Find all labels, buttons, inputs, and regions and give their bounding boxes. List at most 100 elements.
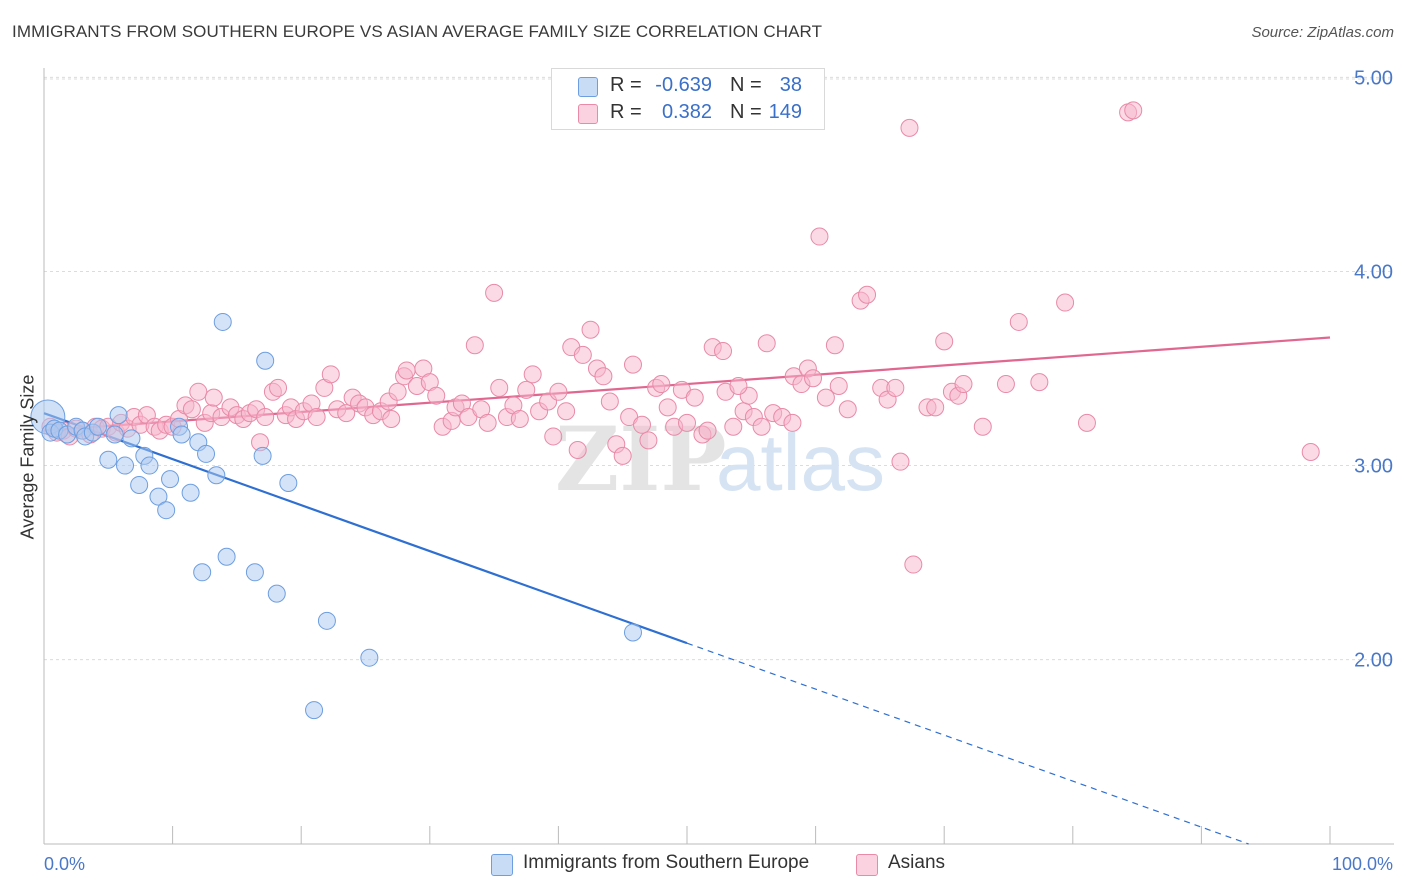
point-pink [678, 413, 696, 432]
point-pink [783, 413, 802, 432]
point-pink [427, 386, 446, 405]
point-pink [549, 382, 568, 401]
point-blue [99, 450, 118, 469]
series-legend: Immigrants from Southern Europe Asians [0, 852, 1406, 878]
point-blue [267, 584, 286, 603]
point-blue [217, 547, 236, 566]
point-blue [213, 312, 232, 331]
x-tick-label: 100.0% [1332, 854, 1393, 874]
n-label: N = [730, 101, 762, 123]
point-pink [724, 417, 743, 436]
point-pink [623, 355, 642, 374]
point-pink [658, 398, 677, 417]
point-pink [973, 417, 992, 436]
point-pink [1077, 413, 1096, 432]
point-pink [490, 378, 509, 397]
point-blue [149, 487, 168, 506]
point-blue [116, 456, 135, 475]
r-value: 0.382 [661, 101, 712, 123]
stats-legend-row-blue: R = -0.639 N = 38 [552, 74, 824, 100]
point-pink [581, 320, 600, 339]
point-pink [698, 421, 717, 440]
point-blue [140, 456, 159, 475]
source-label: Source: ZipAtlas.com [1251, 24, 1394, 41]
point-pink [613, 446, 632, 465]
point-blue [105, 425, 124, 444]
y-tick-label: 2.00 [1354, 650, 1393, 672]
n-value: 149 [768, 101, 802, 123]
point-blue [317, 611, 336, 630]
point-pink [757, 334, 776, 353]
point-pink [465, 336, 484, 355]
y-tick-label: 5.00 [1354, 67, 1393, 89]
point-pink [204, 388, 223, 407]
point-pink [804, 369, 823, 388]
point-pink [568, 441, 587, 460]
legend-label: Asians [888, 852, 946, 873]
legend-swatch-pink [578, 104, 598, 124]
point-blue [623, 623, 642, 642]
point-blue [89, 417, 108, 436]
r-label: R = [610, 101, 642, 123]
stats-legend: R = -0.639 N = 38 R = 0.382 N = 149 [551, 68, 825, 130]
point-pink [182, 400, 201, 419]
point-blue [360, 648, 379, 667]
point-pink [996, 375, 1015, 394]
point-pink [1124, 101, 1143, 120]
chart-title: IMMIGRANTS FROM SOUTHERN EUROPE VS ASIAN… [12, 22, 823, 41]
point-pink [1301, 442, 1320, 461]
point-pink [478, 413, 497, 432]
point-blue [193, 563, 212, 582]
point-blue [122, 429, 141, 448]
y-tick-label: 4.00 [1354, 261, 1393, 283]
point-pink [321, 365, 340, 384]
point-pink [858, 285, 877, 304]
point-pink [388, 382, 407, 401]
stats-legend-row-pink: R = 0.382 N = 149 [552, 101, 824, 127]
point-pink [904, 555, 923, 574]
point-pink [600, 392, 619, 411]
point-pink [544, 427, 563, 446]
point-pink [838, 400, 857, 419]
point-blue [253, 446, 272, 465]
point-pink [685, 388, 704, 407]
point-pink [307, 408, 326, 427]
watermark-atlas: atlas [716, 418, 885, 507]
axes [43, 68, 1394, 845]
y-axis-label: Average Family Size [17, 374, 38, 540]
point-pink [935, 332, 954, 351]
point-blue [207, 466, 226, 485]
point-pink [523, 365, 542, 384]
point-pink [829, 376, 848, 395]
point-pink [397, 361, 416, 380]
point-blue [279, 474, 298, 493]
point-pink [954, 375, 973, 394]
point-pink [337, 404, 356, 423]
point-pink [900, 118, 919, 137]
legend-swatch-blue [578, 77, 598, 97]
point-pink [926, 398, 945, 417]
point-pink [189, 382, 208, 401]
point-pink [573, 345, 592, 364]
point-pink [825, 336, 844, 355]
legend-swatch-blue [491, 854, 513, 876]
r-label: R = [610, 74, 642, 96]
tick-labels: 5.00 4.00 3.00 2.00 0.0% 100.0% [44, 67, 1393, 874]
point-pink [269, 378, 288, 397]
data-points [30, 101, 1320, 720]
point-pink [1030, 373, 1049, 392]
point-blue [197, 444, 216, 463]
point-pink [714, 342, 733, 361]
point-pink [729, 376, 748, 395]
point-blue [245, 563, 264, 582]
point-pink [816, 388, 835, 407]
point-pink [810, 227, 829, 246]
point-pink [652, 375, 671, 394]
point-pink [594, 367, 613, 386]
point-blue [256, 351, 275, 370]
point-pink [886, 378, 905, 397]
point-pink [485, 283, 504, 302]
point-pink [1009, 312, 1028, 331]
